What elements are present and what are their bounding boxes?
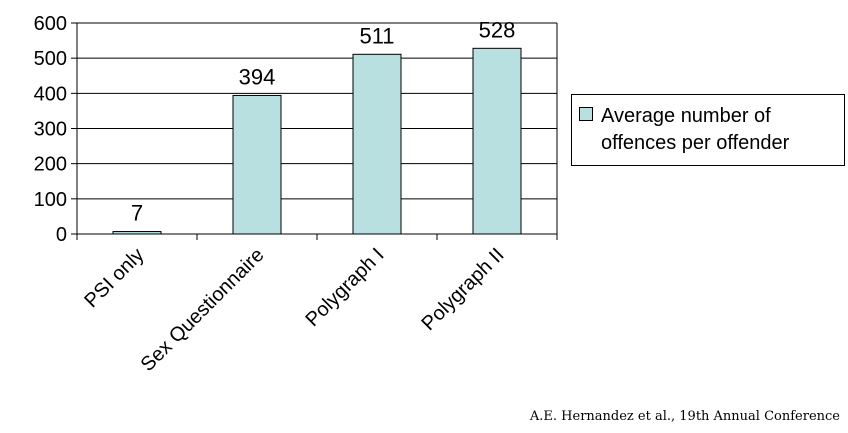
bar: [232, 94, 282, 235]
bar: [112, 231, 162, 235]
legend: Average number of offences per offender: [571, 94, 845, 166]
legend-swatch: [579, 107, 593, 121]
bar: [472, 47, 522, 235]
legend-label: Average number of offences per offender: [601, 105, 790, 154]
y-tick-label: 600: [34, 13, 67, 35]
y-axis-ticks: 0 100 200 300 400 500 600: [34, 13, 77, 246]
data-label: 394: [239, 64, 276, 89]
data-label: 528: [479, 17, 516, 42]
category-label: Polygraph II: [418, 244, 509, 335]
category-label: Sex Questionnaire: [137, 244, 269, 376]
source-citation: A.E. Hernandez et al., 19th Annual Confe…: [529, 409, 840, 424]
data-label: 511: [359, 23, 394, 48]
bar: [352, 53, 402, 235]
y-tick-label: 400: [34, 83, 67, 105]
category-label: PSI only: [80, 244, 148, 312]
y-tick-label: 100: [34, 189, 67, 211]
data-labels: 7 394 511 528: [131, 17, 515, 225]
y-tick-label: 200: [34, 154, 67, 176]
y-tick-label: 300: [34, 119, 67, 141]
y-tick-label: 0: [56, 224, 67, 246]
bars: [112, 47, 522, 235]
y-tick-label: 500: [34, 48, 67, 70]
category-label: Polygraph I: [301, 244, 388, 331]
data-label: 7: [131, 201, 143, 226]
